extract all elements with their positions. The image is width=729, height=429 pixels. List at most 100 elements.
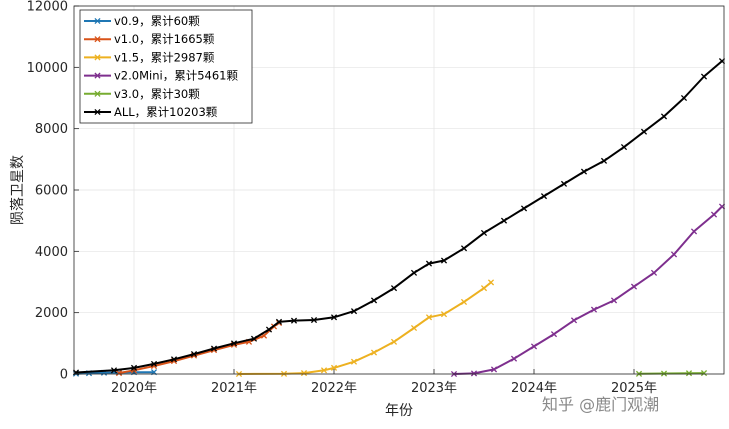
legend-marker — [94, 108, 101, 116]
data-point — [660, 370, 668, 377]
watermark: 知乎 @鹿门观潮 — [542, 395, 659, 414]
data-point — [265, 326, 273, 333]
data-point — [685, 370, 693, 377]
data-point — [425, 260, 433, 267]
y-tick-label: 8000 — [35, 122, 68, 137]
legend-item: ALL，累计10203颗 — [84, 105, 218, 119]
y-axis-label: 陨落卫星数 — [10, 155, 26, 225]
data-point — [190, 351, 198, 358]
data-point — [570, 317, 578, 324]
series-line — [75, 60, 723, 374]
y-tick-label: 2000 — [35, 306, 68, 321]
data-point — [290, 317, 298, 324]
x-tick-label: 2021年 — [211, 381, 257, 396]
legend-label: v2.0Mini，累计5461颗 — [114, 69, 238, 83]
data-point — [500, 217, 508, 224]
data-point — [680, 94, 688, 102]
data-point — [590, 306, 598, 313]
legend-label: ALL，累计10203颗 — [114, 105, 218, 119]
data-point — [110, 367, 118, 374]
data-point — [580, 168, 588, 175]
data-point — [630, 283, 638, 290]
data-point — [480, 229, 488, 236]
data-point — [660, 113, 668, 120]
legend-label: v3.0，累计30颗 — [114, 87, 200, 101]
legend-marker — [94, 90, 101, 97]
data-point — [410, 269, 418, 276]
legend-item: v2.0Mini，累计5461颗 — [84, 69, 238, 83]
data-point — [460, 298, 468, 305]
legend-item: v1.5，累计2987颗 — [84, 50, 215, 64]
legend-label: v0.9，累计60颗 — [114, 14, 200, 28]
data-point — [130, 364, 138, 371]
legend-item: v0.9，累计60颗 — [84, 14, 200, 28]
y-tick-label: 12000 — [27, 0, 68, 15]
data-point — [600, 157, 608, 164]
data-point — [115, 370, 123, 377]
data-point — [560, 180, 568, 187]
legend-marker — [94, 17, 101, 25]
data-point — [690, 228, 698, 235]
x-tick-label: 2024年 — [511, 381, 557, 396]
legend-item: v3.0，累计30颗 — [84, 87, 200, 101]
data-point — [275, 318, 283, 325]
data-point — [510, 355, 518, 362]
legend-box — [79, 9, 253, 124]
data-point — [170, 356, 178, 363]
y-tick-label: 10000 — [27, 61, 68, 76]
data-point — [540, 193, 548, 200]
data-point — [550, 331, 558, 338]
data-point — [530, 343, 538, 350]
data-point — [710, 211, 718, 218]
data-point — [300, 370, 308, 377]
data-point — [610, 297, 618, 304]
y-tick-label: 4000 — [35, 245, 68, 260]
data-point — [350, 308, 358, 315]
data-point — [370, 349, 378, 356]
data-point — [480, 285, 488, 292]
y-tick-label: 6000 — [35, 184, 68, 199]
data-point — [620, 144, 628, 151]
data-point — [370, 297, 378, 304]
data-point — [150, 360, 158, 367]
legend-label: v1.5，累计2987颗 — [114, 50, 215, 64]
data-point — [330, 364, 338, 371]
data-point — [650, 269, 658, 276]
x-tick-label: 2023年 — [411, 381, 457, 396]
data-point — [320, 367, 328, 374]
legend-item: v1.0，累计1665颗 — [84, 32, 215, 46]
x-axis-label: 年份 — [385, 403, 413, 419]
data-point — [640, 128, 648, 135]
data-point — [310, 316, 318, 324]
series-line — [238, 281, 492, 375]
data-point — [330, 314, 338, 321]
legend-marker — [94, 36, 101, 43]
data-point — [670, 251, 678, 258]
x-tick-label: 2025年 — [611, 381, 657, 396]
data-point — [230, 340, 238, 347]
data-point — [490, 366, 498, 373]
data-point — [460, 245, 468, 252]
legend-marker — [94, 54, 101, 61]
data-point — [440, 257, 448, 264]
y-tick-label: 0 — [60, 368, 68, 383]
legend-marker — [94, 72, 101, 79]
data-point — [210, 345, 218, 352]
data-point — [520, 205, 528, 212]
data-point — [470, 370, 478, 377]
data-point — [250, 335, 258, 342]
x-tick-label: 2020年 — [111, 381, 157, 396]
data-point — [410, 324, 418, 332]
data-point — [390, 285, 398, 292]
x-tick-label: 2022年 — [311, 381, 357, 396]
data-point — [425, 314, 433, 321]
data-point — [700, 370, 708, 377]
legend-label: v1.0，累计1665颗 — [114, 32, 215, 46]
axis-ticks: 0 2000 4000 6000 8000 10000 12000 2020年 2021年 202… — [27, 0, 657, 396]
data-point — [700, 73, 708, 80]
data-point — [390, 338, 398, 345]
series-2 — [235, 279, 495, 378]
data-point — [440, 311, 448, 318]
data-point — [350, 358, 358, 365]
